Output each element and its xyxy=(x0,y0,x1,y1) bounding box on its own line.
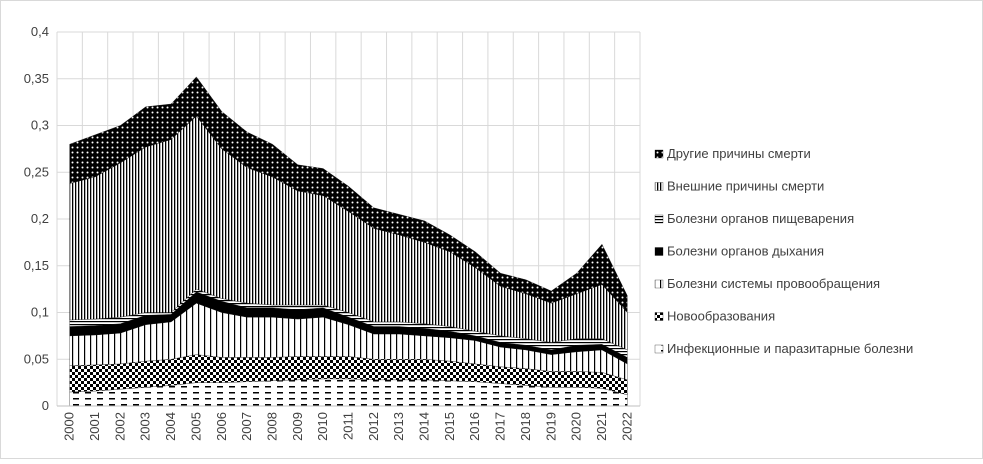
y-tick-label: 0,35 xyxy=(24,71,49,86)
legend-label: Болезни органов пищеварения xyxy=(667,211,854,226)
x-tick-label: 2010 xyxy=(315,412,330,441)
x-tick-label: 2005 xyxy=(188,412,203,441)
legend-swatch xyxy=(654,344,664,354)
y-tick-label: 0,2 xyxy=(31,211,49,226)
x-tick-label: 2017 xyxy=(493,412,508,441)
x-tick-label: 2007 xyxy=(239,412,254,441)
x-tick-label: 2018 xyxy=(518,412,533,441)
y-tick-label: 0,1 xyxy=(31,305,49,320)
x-tick-label: 2013 xyxy=(391,412,406,441)
legend-swatch xyxy=(654,214,664,224)
x-tick-label: 2003 xyxy=(138,412,153,441)
legend-swatch xyxy=(654,279,664,289)
x-tick-label: 2008 xyxy=(264,412,279,441)
y-tick-label: 0,05 xyxy=(24,351,49,366)
legend-label: Новообразования xyxy=(667,309,775,324)
x-tick-label: 2011 xyxy=(341,412,356,440)
x-tick-label: 2004 xyxy=(163,412,178,441)
y-tick-label: 0,3 xyxy=(31,118,49,133)
x-tick-label: 2015 xyxy=(442,412,457,441)
legend-label: Болезни системы провообращения xyxy=(667,276,880,291)
x-tick-label: 2006 xyxy=(214,412,229,441)
y-tick-label: 0 xyxy=(42,398,49,413)
legend-label: Другие причины смерти xyxy=(667,146,811,161)
legend-swatch xyxy=(654,182,664,191)
legend-swatch xyxy=(654,149,664,159)
x-tick-label: 2022 xyxy=(619,412,634,441)
x-tick-label: 2014 xyxy=(417,412,432,441)
x-tick-label: 2020 xyxy=(569,412,584,441)
y-tick-label: 0,15 xyxy=(24,258,49,273)
x-tick-label: 2001 xyxy=(87,412,102,441)
y-tick-label: 0,4 xyxy=(31,24,49,39)
legend-swatch xyxy=(654,247,664,256)
legend-label: Болезни органов дыхания xyxy=(667,244,824,259)
x-tick-label: 2009 xyxy=(290,412,305,441)
x-tick-label: 2012 xyxy=(366,412,381,441)
legend-label: Инфекционные и паразитарные болезни xyxy=(667,341,913,356)
x-tick-label: 2002 xyxy=(112,412,127,441)
x-tick-label: 2000 xyxy=(62,412,77,441)
y-tick-label: 0,25 xyxy=(24,164,49,179)
x-tick-label: 2019 xyxy=(543,412,558,441)
legend-swatch xyxy=(654,312,664,321)
x-tick-label: 2021 xyxy=(594,412,609,441)
area xyxy=(69,76,628,313)
legend-label: Внешние причины смерти xyxy=(667,179,824,194)
x-tick-label: 2016 xyxy=(467,412,482,441)
